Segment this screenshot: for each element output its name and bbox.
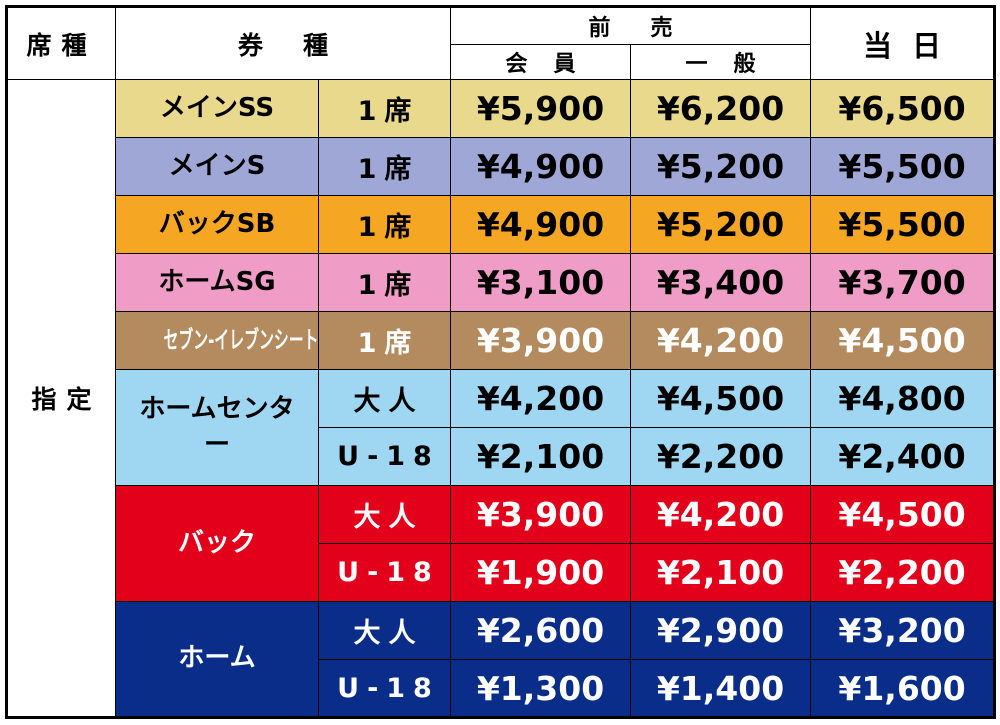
header-row: 席種 券種 前売 当日 (6, 6, 996, 80)
ticket-type: U-18 (317, 659, 452, 718)
seat-name-text: メインSS (159, 92, 275, 123)
price: ¥2,200 (810, 543, 996, 602)
price: ¥1,600 (810, 659, 996, 718)
seat-name: ホームSG (115, 253, 319, 312)
price: ¥2,400 (810, 427, 996, 486)
price: ¥3,700 (810, 253, 996, 312)
seat-name-text: ホーム (178, 643, 256, 674)
price: ¥5,900 (450, 79, 632, 138)
price: ¥2,200 (630, 427, 812, 486)
price-row: ホーム 大人 ¥2,600 ¥2,900 ¥3,200 (7, 601, 996, 718)
ticket-type: 1席 (317, 311, 452, 370)
ticket-type-header: 券種 (114, 6, 452, 80)
price: ¥3,400 (630, 253, 812, 312)
price-row: 指定 メインSS 1席 ¥5,900 ¥6,200 ¥6,500 (6, 79, 996, 718)
day-of-header: 当日 (810, 6, 996, 80)
ticket-type: 1席 (317, 79, 452, 138)
price: ¥4,200 (450, 369, 632, 428)
price: ¥6,200 (630, 79, 812, 138)
price: ¥5,500 (810, 137, 996, 196)
seat-name: ホーム (115, 601, 319, 718)
seat-name-text: ホームSG (158, 266, 276, 297)
ticket-type: 大人 (317, 601, 452, 660)
price: ¥4,800 (810, 369, 996, 428)
member-header: 会員 (450, 44, 632, 80)
price: ¥3,100 (450, 253, 632, 312)
price: ¥4,200 (630, 485, 812, 544)
price: ¥1,900 (450, 543, 632, 602)
seat-name-text: バックSB (158, 208, 276, 239)
price: ¥6,500 (810, 79, 996, 138)
price-row: バック 大人 ¥3,900 ¥4,200 ¥4,500 (7, 485, 996, 602)
price: ¥5,500 (810, 195, 996, 254)
price: ¥4,500 (810, 311, 996, 370)
ticket-type: 1席 (317, 253, 452, 312)
price-row: ホームSG 1席 ¥3,100 ¥3,400 ¥3,700 (7, 253, 996, 312)
price-row: U-18 ¥1,900 ¥2,100 ¥2,200 (7, 543, 996, 602)
seat-name: ホームセンター (115, 369, 319, 486)
price-row: バックSB 1席 ¥4,900 ¥5,200 ¥5,500 (7, 195, 996, 254)
header-text: 席種 (26, 30, 97, 60)
section-cell: 指定 (6, 79, 116, 718)
price: ¥3,200 (810, 601, 996, 660)
price-row: U-18 ¥2,100 ¥2,200 ¥2,400 (7, 427, 996, 486)
seat-name-text: バック (177, 527, 256, 558)
ticket-type: U-18 (317, 427, 452, 486)
price: ¥4,900 (450, 137, 632, 196)
seat-name: メインSS (115, 79, 319, 138)
seat-name-text: メインS (168, 150, 266, 181)
price: ¥2,600 (450, 601, 632, 660)
ticket-type: 大人 (317, 485, 452, 544)
price: ¥2,100 (450, 427, 632, 486)
seat-name: バックSB (115, 195, 319, 254)
price: ¥2,100 (630, 543, 812, 602)
seat-name-text: ホームセンター (139, 394, 295, 460)
advance-header: 前売 (450, 6, 812, 45)
price: ¥5,200 (630, 137, 812, 196)
price-row: メインS 1席 ¥4,900 ¥5,200 ¥5,500 (7, 137, 996, 196)
price-row: ホームセンター 大人 ¥4,200 ¥4,500 ¥4,800 (7, 369, 996, 486)
price-table: 席種 券種 前売 当日 会員 一般 指定 メインSS 1席 ¥5,900 ¥6,200 ¥… (5, 5, 997, 719)
header-row: 会員 一般 (7, 44, 995, 80)
price: ¥4,500 (630, 369, 812, 428)
seat-type-header: 席種 (6, 6, 116, 80)
price: ¥1,400 (630, 659, 812, 718)
price-row: U-18 ¥1,300 ¥1,400 ¥1,600 (7, 659, 996, 718)
price: ¥4,900 (450, 195, 632, 254)
seat-name: メインS (115, 137, 319, 196)
price: ¥1,300 (450, 659, 632, 718)
general-header: 一般 (630, 44, 812, 80)
ticket-type: U-18 (317, 543, 452, 602)
price: ¥3,900 (450, 485, 632, 544)
price-row: セブン-イレブンシート 1席 ¥3,900 ¥4,200 ¥4,500 (7, 311, 996, 370)
ticket-type: 1席 (317, 137, 452, 196)
table-body: 席種 券種 前売 当日 会員 一般 指定 メインSS 1席 ¥5,900 ¥6,200 ¥… (6, 6, 996, 718)
ticket-type: 1席 (317, 195, 452, 254)
price: ¥4,500 (810, 485, 996, 544)
ticket-type: 大人 (317, 369, 452, 428)
price: ¥2,900 (630, 601, 812, 660)
price: ¥4,200 (630, 311, 812, 370)
seat-name: バック (115, 485, 319, 602)
seat-name-text: セブン-イレブンシート (163, 326, 319, 355)
price: ¥5,200 (630, 195, 812, 254)
seat-name: セブン-イレブンシート (115, 311, 319, 370)
price: ¥3,900 (450, 311, 632, 370)
